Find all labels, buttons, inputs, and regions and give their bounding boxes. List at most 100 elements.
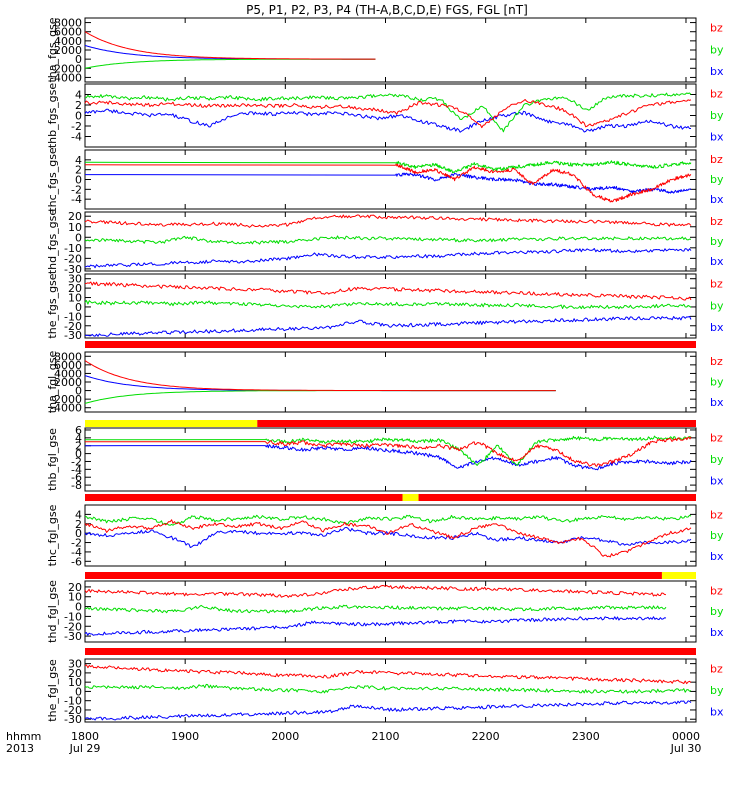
y-tick-label: 0 [75, 685, 82, 698]
y-tick-label: 4 [75, 89, 82, 102]
y-tick-label: -10 [64, 242, 82, 255]
panel-frame [84, 273, 697, 339]
legend-by: by [710, 173, 724, 186]
y-tick-label: 30 [68, 273, 82, 286]
legend-bx: bx [710, 130, 724, 143]
series-bx [84, 700, 692, 721]
legend-by: by [710, 43, 724, 56]
legend-bx: bx [710, 474, 724, 487]
legend-by: by [710, 299, 724, 312]
y-tick-label: 6000 [54, 26, 82, 39]
y-axis-label: thc_fgs_gse [46, 147, 59, 212]
y-axis-label: the_fgs_gse [46, 273, 59, 338]
y-tick-label: 0 [75, 301, 82, 314]
y-axis-label: tha_fgs_gse [46, 17, 59, 82]
legend-bx: bx [710, 705, 724, 718]
y-tick-label: 20 [68, 667, 82, 680]
series-bx [84, 44, 376, 60]
y-tick-label: 0 [75, 527, 82, 540]
y-tick-label: 2 [75, 440, 82, 453]
x-tick-label-0000: 0000 [672, 730, 700, 743]
x-tick-label-2100: 2100 [371, 730, 399, 743]
y-tick-label: -10 [64, 695, 82, 708]
y-tick-label: 0 [75, 174, 82, 187]
y-tick-label: 6 [75, 424, 82, 437]
series-by [84, 514, 692, 526]
legend-bz: bz [710, 355, 723, 368]
y-tick-label: 0 [75, 385, 82, 398]
series-bx [84, 616, 667, 636]
mode-bars [85, 341, 696, 655]
y-tick-label: -2 [71, 537, 82, 550]
y-tick-label: -20 [64, 704, 82, 717]
y-tick-label: 0 [75, 448, 82, 461]
y-tick-label: -20 [64, 252, 82, 265]
y-tick-label: -4000 [50, 402, 82, 415]
legend-bz: bz [710, 432, 723, 445]
x-tick-label-2000: 2000 [271, 730, 299, 743]
y-axis-label: thc_fgl_gse [46, 504, 59, 566]
legend-bx: bx [710, 396, 724, 409]
series-by [84, 235, 692, 245]
series-by [84, 300, 692, 310]
y-axis-label: thd_fgs_gse [46, 209, 59, 275]
y-axis-label: thb_fgl_gse [46, 428, 59, 491]
panel-frame [84, 17, 697, 83]
panel-frame [84, 658, 697, 723]
y-tick-label: 10 [68, 676, 82, 689]
y-tick-label: 10 [68, 292, 82, 305]
legend-bz: bz [710, 22, 723, 35]
legend-bz: bz [710, 508, 723, 521]
legend-bz: bz [710, 215, 723, 228]
mode-bar-3-segment-1 [661, 572, 696, 579]
series-by [84, 435, 692, 466]
y-tick-label: -4 [71, 546, 82, 559]
y-tick-label: 2000 [54, 44, 82, 57]
y-axis-label: thd_fgl_gse [46, 580, 59, 643]
series-bz [84, 519, 692, 558]
y-tick-label: -2 [71, 183, 82, 196]
series-bx [84, 526, 692, 548]
y-tick-label: 2 [75, 99, 82, 112]
legend-bz: bz [710, 278, 723, 291]
panel-frame [84, 427, 697, 492]
legend-bx: bx [710, 65, 724, 78]
mode-bar-3-segment-0 [85, 572, 662, 579]
y-tick-label: -4 [71, 463, 82, 476]
series-bz [84, 31, 376, 60]
y-tick-label: 6000 [54, 359, 82, 372]
x-tick-label-2300: 2300 [572, 730, 600, 743]
panel-frame [84, 351, 697, 413]
series-bx [84, 172, 692, 194]
y-tick-label: 0 [75, 601, 82, 614]
y-tick-label: 4 [75, 432, 82, 445]
y-axis-label: thb_fgs_gse [46, 83, 59, 149]
y-tick-label: 4000 [54, 367, 82, 380]
series-by [84, 604, 667, 614]
legend-bx: bx [710, 193, 724, 206]
series-bx [84, 375, 556, 392]
legend-by: by [710, 605, 724, 618]
legend-by: by [710, 529, 724, 542]
y-tick-label: -2 [71, 455, 82, 468]
series-by [84, 160, 692, 174]
y-tick-label: 4 [75, 508, 82, 521]
legend-bz: bz [710, 663, 723, 676]
series-bx [84, 315, 692, 337]
y-tick-label: -30 [64, 263, 82, 276]
y-axis-label: the_fgl_gse [46, 659, 59, 722]
series-bz [84, 281, 692, 301]
axis-row-label-year: 2013 [6, 742, 34, 755]
y-tick-label: -2000 [50, 393, 82, 406]
y-tick-label: -2000 [50, 62, 82, 75]
y-tick-label: -10 [64, 310, 82, 323]
legend-by: by [710, 684, 724, 697]
y-tick-label: 20 [68, 282, 82, 295]
